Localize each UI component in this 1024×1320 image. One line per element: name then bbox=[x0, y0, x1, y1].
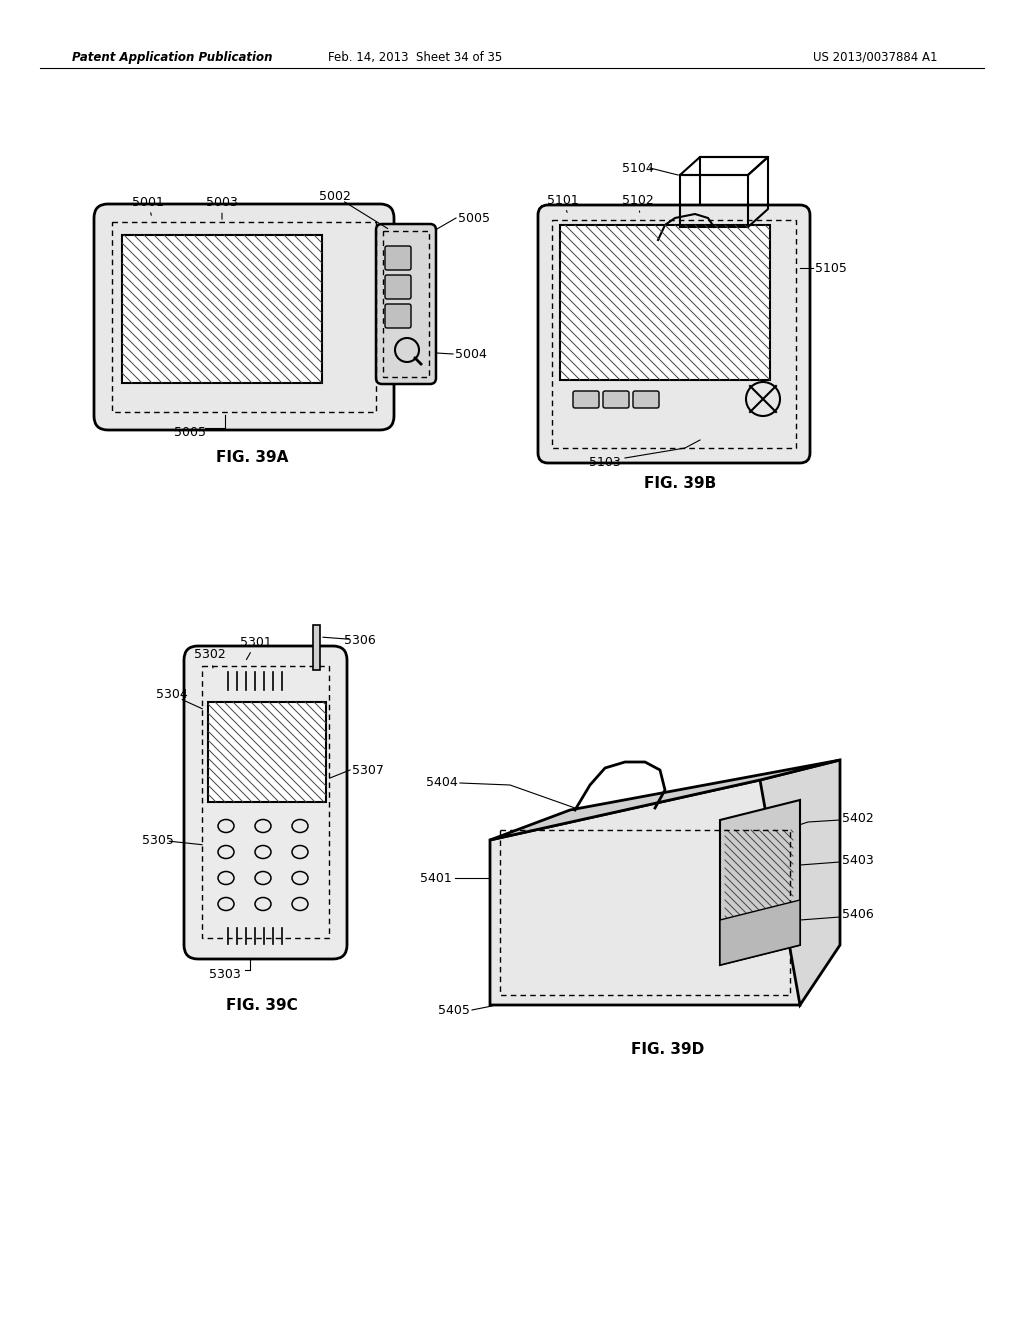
FancyBboxPatch shape bbox=[603, 391, 629, 408]
Text: FIG. 39B: FIG. 39B bbox=[644, 475, 716, 491]
Text: 5002: 5002 bbox=[319, 190, 351, 202]
Bar bbox=[208, 702, 326, 803]
FancyBboxPatch shape bbox=[184, 645, 347, 960]
Text: 5406: 5406 bbox=[842, 908, 873, 921]
Text: 5307: 5307 bbox=[352, 763, 384, 776]
Text: 5403: 5403 bbox=[842, 854, 873, 866]
FancyBboxPatch shape bbox=[385, 304, 411, 327]
Text: 5402: 5402 bbox=[842, 812, 873, 825]
Text: 5001: 5001 bbox=[132, 195, 164, 209]
FancyBboxPatch shape bbox=[538, 205, 810, 463]
Text: 5306: 5306 bbox=[344, 634, 376, 647]
Bar bbox=[725, 830, 793, 920]
FancyBboxPatch shape bbox=[94, 205, 394, 430]
Bar bbox=[552, 220, 796, 447]
Bar bbox=[383, 231, 429, 378]
Text: 5101: 5101 bbox=[547, 194, 579, 206]
Text: 5405: 5405 bbox=[438, 1003, 470, 1016]
FancyBboxPatch shape bbox=[376, 224, 436, 384]
FancyBboxPatch shape bbox=[385, 246, 411, 271]
Text: 5404: 5404 bbox=[426, 776, 458, 789]
Polygon shape bbox=[490, 760, 840, 840]
Text: 5302: 5302 bbox=[195, 648, 226, 661]
Text: 5303: 5303 bbox=[209, 969, 241, 982]
Polygon shape bbox=[720, 900, 800, 965]
Text: 5005: 5005 bbox=[174, 425, 206, 438]
Polygon shape bbox=[720, 800, 800, 965]
FancyBboxPatch shape bbox=[633, 391, 659, 408]
Text: Feb. 14, 2013  Sheet 34 of 35: Feb. 14, 2013 Sheet 34 of 35 bbox=[328, 50, 502, 63]
Text: 5103: 5103 bbox=[589, 455, 621, 469]
Text: 5004: 5004 bbox=[455, 348, 486, 362]
Text: FIG. 39D: FIG. 39D bbox=[632, 1043, 705, 1057]
Bar bbox=[560, 224, 770, 380]
Text: 5005: 5005 bbox=[458, 211, 490, 224]
Text: Patent Application Publication: Patent Application Publication bbox=[72, 50, 272, 63]
Text: 5305: 5305 bbox=[142, 833, 174, 846]
Text: 5304: 5304 bbox=[156, 689, 187, 701]
Bar bbox=[112, 222, 376, 412]
Text: 5401: 5401 bbox=[420, 871, 452, 884]
Polygon shape bbox=[490, 780, 800, 1005]
Polygon shape bbox=[760, 760, 840, 1005]
Text: 5301: 5301 bbox=[240, 636, 272, 649]
Bar bbox=[202, 667, 329, 939]
Bar bbox=[122, 235, 322, 383]
Text: 5105: 5105 bbox=[815, 261, 847, 275]
FancyBboxPatch shape bbox=[573, 391, 599, 408]
Text: FIG. 39A: FIG. 39A bbox=[216, 450, 288, 466]
Bar bbox=[313, 624, 319, 671]
Text: 5003: 5003 bbox=[206, 195, 238, 209]
Text: FIG. 39C: FIG. 39C bbox=[226, 998, 298, 1012]
Text: 5104: 5104 bbox=[623, 161, 654, 174]
FancyBboxPatch shape bbox=[385, 275, 411, 300]
Text: 5102: 5102 bbox=[623, 194, 654, 206]
Text: US 2013/0037884 A1: US 2013/0037884 A1 bbox=[813, 50, 937, 63]
Bar bbox=[500, 830, 790, 995]
